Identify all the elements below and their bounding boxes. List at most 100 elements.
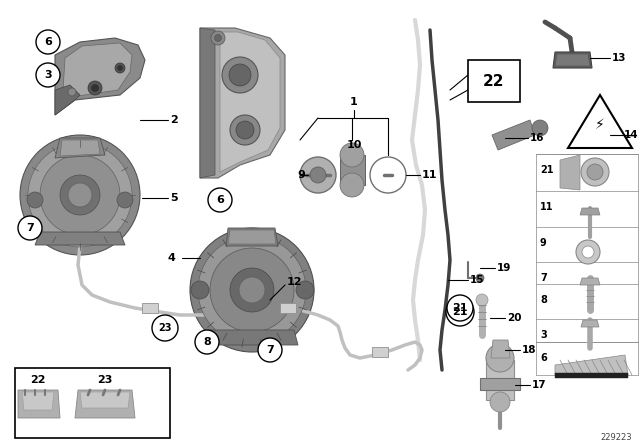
- Circle shape: [36, 63, 60, 87]
- Circle shape: [40, 155, 120, 235]
- Polygon shape: [142, 303, 158, 313]
- Text: 4: 4: [167, 253, 175, 263]
- Polygon shape: [62, 43, 132, 108]
- Circle shape: [92, 85, 99, 91]
- Text: 8: 8: [540, 295, 547, 305]
- Text: 14: 14: [623, 130, 638, 140]
- Circle shape: [229, 64, 251, 86]
- Circle shape: [476, 274, 484, 282]
- Circle shape: [118, 65, 122, 70]
- Polygon shape: [220, 32, 280, 172]
- Text: 7: 7: [540, 273, 547, 283]
- Circle shape: [68, 88, 76, 96]
- Text: 6: 6: [216, 195, 224, 205]
- Text: 22: 22: [30, 375, 45, 385]
- Text: 13: 13: [612, 53, 627, 63]
- Text: 12: 12: [287, 277, 303, 287]
- Polygon shape: [372, 347, 388, 357]
- Polygon shape: [60, 140, 100, 156]
- Polygon shape: [75, 390, 135, 418]
- Polygon shape: [80, 392, 130, 408]
- Polygon shape: [228, 230, 276, 244]
- Text: 9: 9: [297, 170, 305, 180]
- Circle shape: [300, 157, 336, 193]
- Text: 7: 7: [26, 223, 34, 233]
- Circle shape: [447, 295, 473, 321]
- Circle shape: [195, 330, 219, 354]
- Circle shape: [446, 298, 474, 326]
- Circle shape: [490, 392, 510, 412]
- Circle shape: [340, 143, 364, 167]
- Polygon shape: [555, 54, 590, 66]
- Circle shape: [68, 183, 92, 207]
- Text: 22: 22: [483, 73, 505, 89]
- Text: 21: 21: [452, 307, 468, 317]
- Circle shape: [258, 338, 282, 362]
- Polygon shape: [280, 303, 296, 313]
- Text: 3: 3: [540, 330, 547, 340]
- Polygon shape: [555, 355, 628, 375]
- Circle shape: [27, 192, 43, 208]
- Circle shape: [230, 268, 274, 312]
- Polygon shape: [560, 155, 580, 190]
- Text: 21: 21: [452, 303, 468, 313]
- Polygon shape: [200, 28, 285, 178]
- Text: 23: 23: [97, 375, 113, 385]
- Polygon shape: [580, 208, 600, 215]
- Circle shape: [214, 34, 221, 42]
- Polygon shape: [206, 330, 298, 345]
- Polygon shape: [491, 340, 510, 358]
- Circle shape: [191, 281, 209, 299]
- Circle shape: [582, 246, 594, 258]
- Circle shape: [222, 57, 258, 93]
- Polygon shape: [555, 373, 628, 378]
- Circle shape: [532, 120, 548, 136]
- Circle shape: [236, 121, 254, 139]
- Polygon shape: [553, 52, 592, 68]
- Circle shape: [486, 344, 514, 372]
- Circle shape: [476, 294, 488, 306]
- Text: 2: 2: [170, 115, 178, 125]
- Text: 8: 8: [203, 337, 211, 347]
- Circle shape: [198, 236, 306, 344]
- Polygon shape: [340, 155, 365, 185]
- Polygon shape: [568, 95, 632, 148]
- Circle shape: [20, 135, 140, 255]
- Circle shape: [310, 167, 326, 183]
- Polygon shape: [35, 232, 125, 245]
- Polygon shape: [486, 360, 514, 400]
- Circle shape: [211, 31, 225, 45]
- Circle shape: [296, 281, 314, 299]
- Circle shape: [152, 315, 178, 341]
- Circle shape: [60, 175, 100, 215]
- Circle shape: [587, 164, 603, 180]
- Polygon shape: [480, 378, 520, 390]
- Text: 9: 9: [540, 238, 547, 248]
- Text: 6: 6: [540, 353, 547, 363]
- Polygon shape: [55, 85, 80, 115]
- Polygon shape: [55, 38, 145, 115]
- Text: 17: 17: [532, 380, 547, 390]
- Circle shape: [340, 173, 364, 197]
- Text: 18: 18: [522, 345, 536, 355]
- Text: 3: 3: [44, 70, 52, 80]
- Circle shape: [581, 158, 609, 186]
- Text: 11: 11: [540, 202, 554, 212]
- FancyBboxPatch shape: [468, 60, 520, 102]
- Text: 7: 7: [266, 345, 274, 355]
- Text: 10: 10: [346, 140, 362, 150]
- Circle shape: [208, 188, 232, 212]
- Polygon shape: [580, 278, 600, 285]
- Text: 6: 6: [44, 37, 52, 47]
- Circle shape: [370, 157, 406, 193]
- Polygon shape: [492, 120, 535, 150]
- Circle shape: [230, 115, 260, 145]
- Text: 5: 5: [170, 193, 178, 203]
- Circle shape: [18, 216, 42, 240]
- Text: 21: 21: [540, 165, 554, 175]
- Text: 16: 16: [530, 133, 545, 143]
- Bar: [15, 368, 170, 438]
- Text: 11: 11: [422, 170, 438, 180]
- Polygon shape: [200, 28, 215, 178]
- Circle shape: [88, 81, 102, 95]
